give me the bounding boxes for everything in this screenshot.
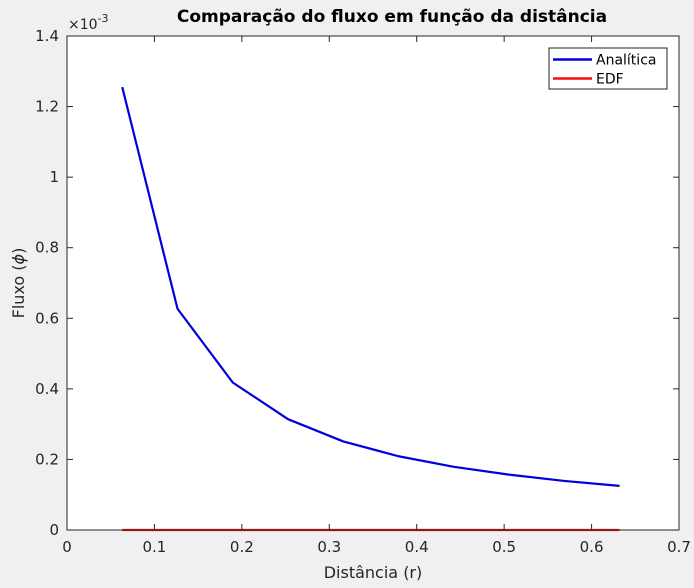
ticks-layer: 0 0.1 0.2 0.3 0.4 0.5 0.6 0.7 0 0.2 0.4 0.6 0.8 1 1.2 1… bbox=[35, 27, 691, 556]
y-tick-label: 1 bbox=[49, 168, 59, 186]
y-tick-label: 1.4 bbox=[35, 27, 59, 45]
y-tick-label: 0.4 bbox=[35, 380, 59, 398]
x-tick-label: 0.5 bbox=[492, 538, 516, 556]
axes-box bbox=[66, 35, 680, 531]
x-tick-label: 0.3 bbox=[317, 538, 341, 556]
y-exponent-label: ×10-3 bbox=[68, 12, 109, 33]
x-tick-label: 0 bbox=[62, 538, 72, 556]
legend-label-edf: EDF bbox=[596, 72, 624, 88]
y-exponent-power: -3 bbox=[98, 12, 109, 25]
legend-box bbox=[548, 47, 668, 90]
y-tick-label: 0.8 bbox=[35, 239, 59, 257]
y-axis-label-symbol: ϕ bbox=[9, 253, 28, 264]
x-axis-label: Distância (r) bbox=[324, 563, 423, 582]
y-tick-label: 1.2 bbox=[35, 98, 59, 116]
series-line-analitica bbox=[121, 86, 620, 487]
x-tick-label: 0.7 bbox=[667, 538, 691, 556]
y-exponent-base: ×10 bbox=[68, 17, 98, 33]
plot-area bbox=[67, 36, 679, 530]
y-axis-label: Fluxo (ϕ) bbox=[9, 248, 28, 319]
x-tick-label: 0.4 bbox=[405, 538, 429, 556]
y-tick-label: 0 bbox=[49, 521, 59, 539]
y-axis-label-text: Fluxo ( bbox=[9, 264, 28, 318]
legend: Analítica EDF bbox=[548, 47, 668, 90]
y-axis-label-close: ) bbox=[9, 248, 28, 254]
x-tick-label: 0.1 bbox=[142, 538, 166, 556]
legend-label-analitica: Analítica bbox=[596, 53, 656, 69]
y-tick-label: 0.6 bbox=[35, 309, 59, 327]
y-tick-label: 0.2 bbox=[35, 450, 59, 468]
chart-title: Comparação do fluxo em função da distânc… bbox=[177, 7, 607, 27]
x-tick-label: 0.2 bbox=[230, 538, 254, 556]
x-tick-label: 0.6 bbox=[580, 538, 604, 556]
